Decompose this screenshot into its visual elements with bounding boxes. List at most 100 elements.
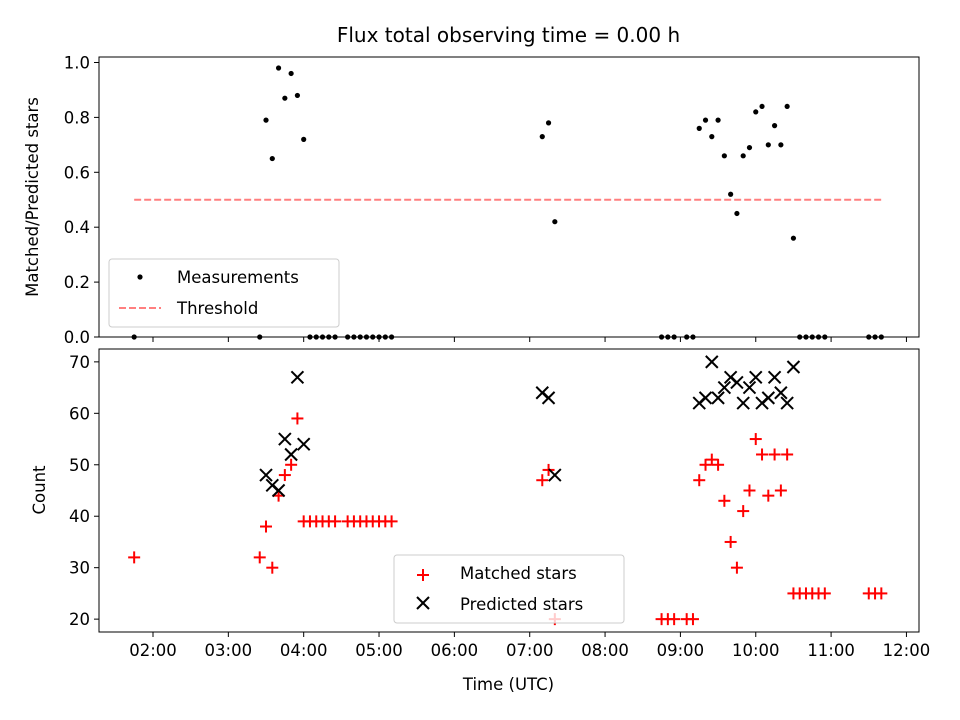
predicted-star-point (749, 370, 763, 385)
x-axis-label: Time (UTC) (462, 675, 554, 694)
matched-star-point (536, 474, 549, 487)
x-stroke-b (761, 391, 776, 405)
x-stroke-b (271, 483, 286, 498)
legend-threshold-label: Threshold (176, 299, 258, 318)
measurement-point (709, 134, 715, 140)
matched-star-point (756, 448, 769, 461)
measurement-point (771, 123, 778, 129)
ratio-y-tick-label: 0.2 (64, 273, 90, 292)
measurement-point (790, 235, 797, 241)
measurement-point (263, 117, 269, 123)
predicted-star-point (259, 468, 273, 482)
ratio-y-axis-label: Matched/Predicted stars (23, 97, 42, 297)
measurement-point (269, 155, 275, 162)
predicted-star-point (271, 483, 286, 498)
x-stroke-b (296, 437, 311, 451)
measurement-point (282, 95, 288, 101)
measurement-point (734, 210, 740, 217)
matched-star-point (291, 412, 304, 425)
matched-star-point (705, 453, 718, 466)
predicted-star-point (296, 437, 311, 451)
x-stroke-b (259, 468, 273, 482)
legend-measurements-marker (137, 274, 143, 280)
x-stroke-b (705, 355, 719, 369)
matched-star-point (278, 469, 291, 482)
count-legend-box (393, 554, 625, 624)
ratio-legend: Measurements Threshold (108, 258, 340, 328)
matched-star-point (743, 484, 756, 497)
x-stroke-b (742, 380, 757, 395)
legend-matched-label: Matched stars (460, 564, 577, 583)
matched-star-point (693, 474, 706, 487)
measurement-point (715, 117, 721, 123)
x-stroke-b (786, 360, 801, 374)
measurement-point (753, 109, 759, 115)
predicted-star-point (742, 380, 757, 395)
matched-star-point (781, 448, 794, 461)
matched-star-point (329, 515, 342, 528)
x-stroke-b (780, 396, 794, 410)
x-tick-label: 09:00 (657, 641, 705, 660)
measurement-point (545, 120, 552, 126)
predicted-star-point (761, 391, 776, 405)
ratio-y-ticks: 0.0 0.2 0.4 0.6 0.8 1.0 (64, 53, 99, 347)
predicted-star-point (284, 447, 298, 462)
count-y-tick-label: 20 (69, 610, 90, 629)
matched-star-point (737, 505, 750, 518)
matched-star-point (260, 520, 273, 533)
x-tick-label: 07:00 (506, 641, 554, 660)
matched-star-point (768, 448, 781, 461)
predicted-star-point (774, 386, 788, 400)
matched-star-point (385, 515, 398, 528)
count-x-ticks: 02:00 03:00 04:00 05:00 06:00 07:00 08:00 09:00… (129, 632, 930, 660)
predicted-star-point (780, 396, 794, 410)
measurement-point (778, 142, 784, 148)
predicted-star-point (717, 380, 732, 395)
matched-star-point (718, 494, 731, 507)
ratio-plot-area (131, 65, 884, 340)
x-stroke-b (278, 432, 292, 446)
x-tick-label: 04:00 (280, 641, 328, 660)
x-stroke-b (730, 375, 744, 390)
measurement-point (746, 144, 753, 151)
measurement-point (702, 117, 709, 123)
predicted-star-point (786, 360, 801, 374)
matched-star-point (712, 458, 725, 471)
count-plot-area (128, 355, 888, 626)
predicted-star-point (278, 432, 292, 446)
measurement-point (696, 125, 702, 131)
chart-title: Flux total observing time = 0.00 h (337, 23, 680, 47)
x-stroke-b (736, 396, 750, 410)
count-y-tick-label: 50 (69, 456, 90, 475)
measurement-point (740, 153, 746, 159)
ratio-y-tick-label: 0.8 (64, 108, 90, 127)
legend-matched-marker (417, 569, 429, 581)
matched-star-point (699, 458, 712, 471)
matched-star-point (128, 551, 141, 564)
count-y-tick-label: 30 (69, 559, 90, 578)
x-stroke-b (541, 391, 556, 405)
measurement-point (552, 219, 558, 225)
matched-star-point (253, 551, 266, 564)
measurement-point (721, 153, 727, 159)
matched-star-point (730, 561, 743, 574)
measurement-point (784, 103, 790, 110)
x-stroke-b (698, 391, 713, 405)
x-tick-label: 05:00 (355, 641, 403, 660)
ratio-y-tick-label: 1.0 (64, 53, 90, 72)
count-y-tick-label: 60 (69, 404, 90, 423)
predicted-star-point (541, 391, 556, 405)
ratio-y-tick-label: 0.0 (64, 328, 90, 347)
x-stroke-b (548, 468, 562, 482)
matched-star-point (266, 561, 279, 574)
predicted-star-point (290, 370, 305, 385)
x-stroke-b (711, 391, 725, 405)
x-stroke-b (717, 380, 732, 395)
measurement-point (728, 191, 734, 197)
measurement-point (288, 70, 294, 77)
legend-measurements-label: Measurements (177, 268, 299, 287)
matched-star-point (762, 489, 775, 502)
predicted-star-point (767, 370, 782, 385)
x-tick-label: 02:00 (129, 641, 177, 660)
predicted-star-point (736, 396, 750, 410)
